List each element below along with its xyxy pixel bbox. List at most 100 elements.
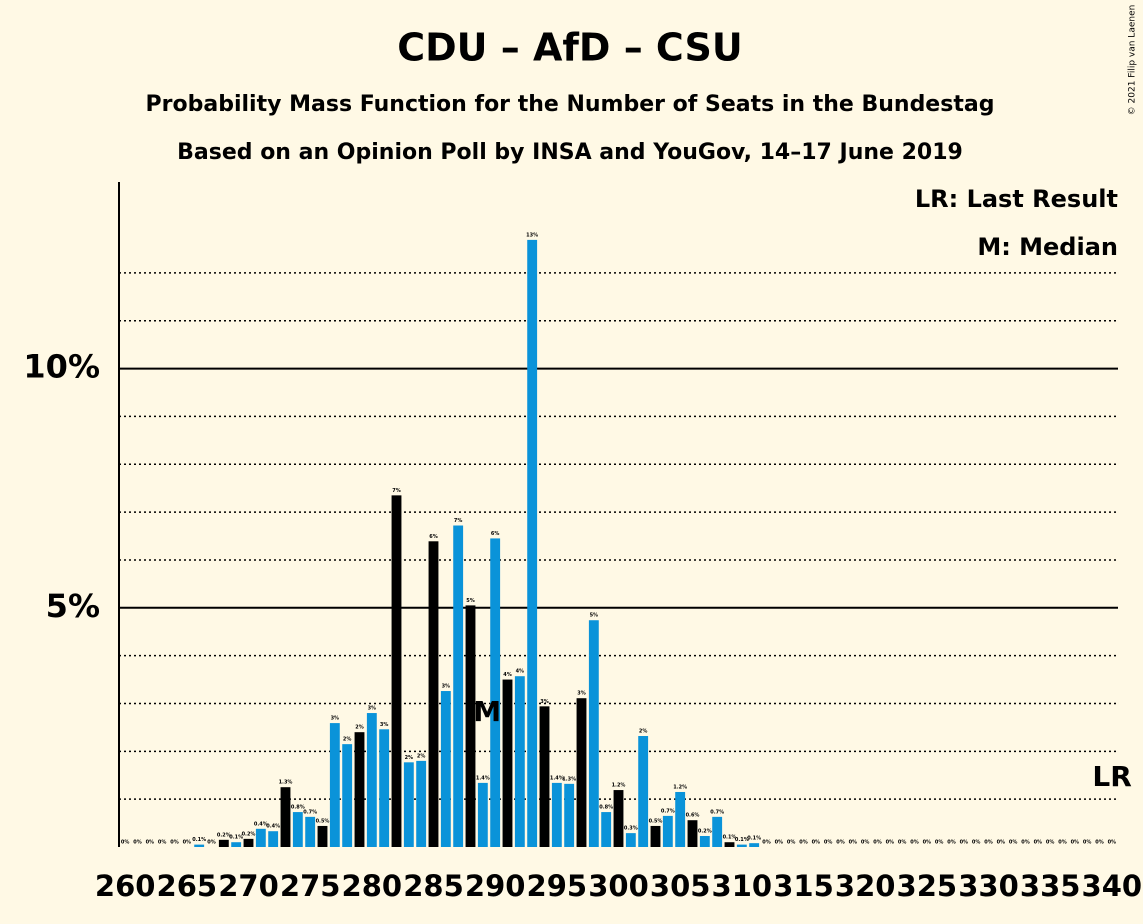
value-label: 0% xyxy=(923,840,932,846)
bar xyxy=(243,838,254,847)
bar xyxy=(231,842,242,847)
value-label: 0% xyxy=(170,840,179,846)
value-label: 0% xyxy=(1058,840,1067,846)
value-label: 3% xyxy=(331,716,340,722)
y-tick-label: 10% xyxy=(23,348,100,386)
value-label: 0.8% xyxy=(291,805,305,811)
bar xyxy=(638,736,649,847)
value-label: 3% xyxy=(540,699,549,705)
value-label: 0% xyxy=(873,840,882,846)
value-label: 0% xyxy=(972,840,981,846)
value-label: 7% xyxy=(392,488,401,494)
bar xyxy=(268,831,279,847)
bar xyxy=(428,541,439,847)
value-label: 3% xyxy=(442,684,451,690)
bar xyxy=(490,538,501,847)
value-label: 0% xyxy=(947,840,956,846)
value-label: 0% xyxy=(787,840,796,846)
bar xyxy=(699,835,710,847)
bar xyxy=(687,820,698,847)
x-tick-label: 315 xyxy=(773,869,834,903)
bar xyxy=(366,713,377,847)
bar xyxy=(317,825,328,847)
bar xyxy=(354,732,365,847)
value-label: 0% xyxy=(183,840,192,846)
bar xyxy=(650,825,661,847)
value-label: 0.5% xyxy=(316,818,330,824)
value-label: 0.4% xyxy=(254,821,268,827)
value-label: 0% xyxy=(1071,840,1080,846)
bar xyxy=(292,812,303,847)
bar xyxy=(539,706,550,847)
value-label: 5% xyxy=(466,598,475,604)
last-result-marker: LR xyxy=(1092,760,1131,793)
x-tick-label: 290 xyxy=(465,869,526,903)
value-label: 0% xyxy=(158,840,167,846)
bar xyxy=(551,782,562,847)
value-label: 6% xyxy=(429,534,438,540)
value-label: 0% xyxy=(935,840,944,846)
value-label: 0% xyxy=(1095,840,1104,846)
bar xyxy=(218,839,229,847)
value-label: 0.7% xyxy=(710,809,724,815)
value-label: 0% xyxy=(836,840,845,846)
value-label: 0.2% xyxy=(698,828,712,834)
x-tick-label: 320 xyxy=(835,869,896,903)
value-label: 0% xyxy=(886,840,895,846)
value-label: 0.4% xyxy=(266,824,280,830)
value-label: 1.2% xyxy=(673,784,687,790)
value-label: 0% xyxy=(960,840,969,846)
median-marker: M xyxy=(473,695,501,728)
x-tick-label: 310 xyxy=(712,869,773,903)
value-label: 0.2% xyxy=(242,831,256,837)
x-tick-label: 265 xyxy=(157,869,218,903)
value-label: 0.3% xyxy=(624,826,638,832)
value-label: 3% xyxy=(368,706,377,712)
value-label: 0.7% xyxy=(303,809,317,815)
x-tick-label: 325 xyxy=(897,869,958,903)
value-label: 0% xyxy=(1083,840,1092,846)
value-label: 3% xyxy=(380,722,389,728)
bar xyxy=(662,815,673,847)
bar xyxy=(416,760,427,847)
x-tick-label: 300 xyxy=(588,869,649,903)
bar xyxy=(675,791,686,847)
legend-note: M: Median xyxy=(977,233,1118,261)
bar xyxy=(724,842,735,847)
bar xyxy=(601,812,612,847)
bar xyxy=(379,729,390,847)
x-tick-label: 305 xyxy=(650,869,711,903)
value-label: 1.2% xyxy=(612,783,626,789)
value-label: 1.4% xyxy=(550,775,564,781)
value-label: 0% xyxy=(146,840,155,846)
bar xyxy=(440,691,451,847)
value-label: 0.2% xyxy=(217,832,231,838)
bar xyxy=(342,744,353,847)
chart-title: CDU – AfD – CSU xyxy=(397,26,743,70)
value-label: 2% xyxy=(343,737,352,743)
value-label: 0% xyxy=(1108,840,1117,846)
bar xyxy=(527,239,538,847)
bar xyxy=(502,679,513,847)
x-tick-label: 335 xyxy=(1020,869,1081,903)
x-tick-label: 270 xyxy=(218,869,279,903)
value-label: 0.6% xyxy=(686,813,700,819)
bar xyxy=(305,816,316,847)
value-label: 0.1% xyxy=(192,837,206,843)
value-label: 1.4% xyxy=(476,775,490,781)
value-label: 2% xyxy=(639,729,648,735)
bar xyxy=(255,828,266,847)
chart-subtitle: Probability Mass Function for the Number… xyxy=(146,92,995,117)
x-tick-label: 330 xyxy=(958,869,1019,903)
value-label: 0% xyxy=(1034,840,1043,846)
value-label: 0% xyxy=(133,840,142,846)
value-label: 5% xyxy=(590,613,599,619)
value-label: 2% xyxy=(355,725,364,731)
value-label: 0.1% xyxy=(229,835,243,841)
bar xyxy=(749,843,760,847)
x-tick-label: 280 xyxy=(342,869,403,903)
x-tick-label: 260 xyxy=(95,869,156,903)
value-label: 0% xyxy=(910,840,919,846)
value-label: 2% xyxy=(405,755,414,761)
